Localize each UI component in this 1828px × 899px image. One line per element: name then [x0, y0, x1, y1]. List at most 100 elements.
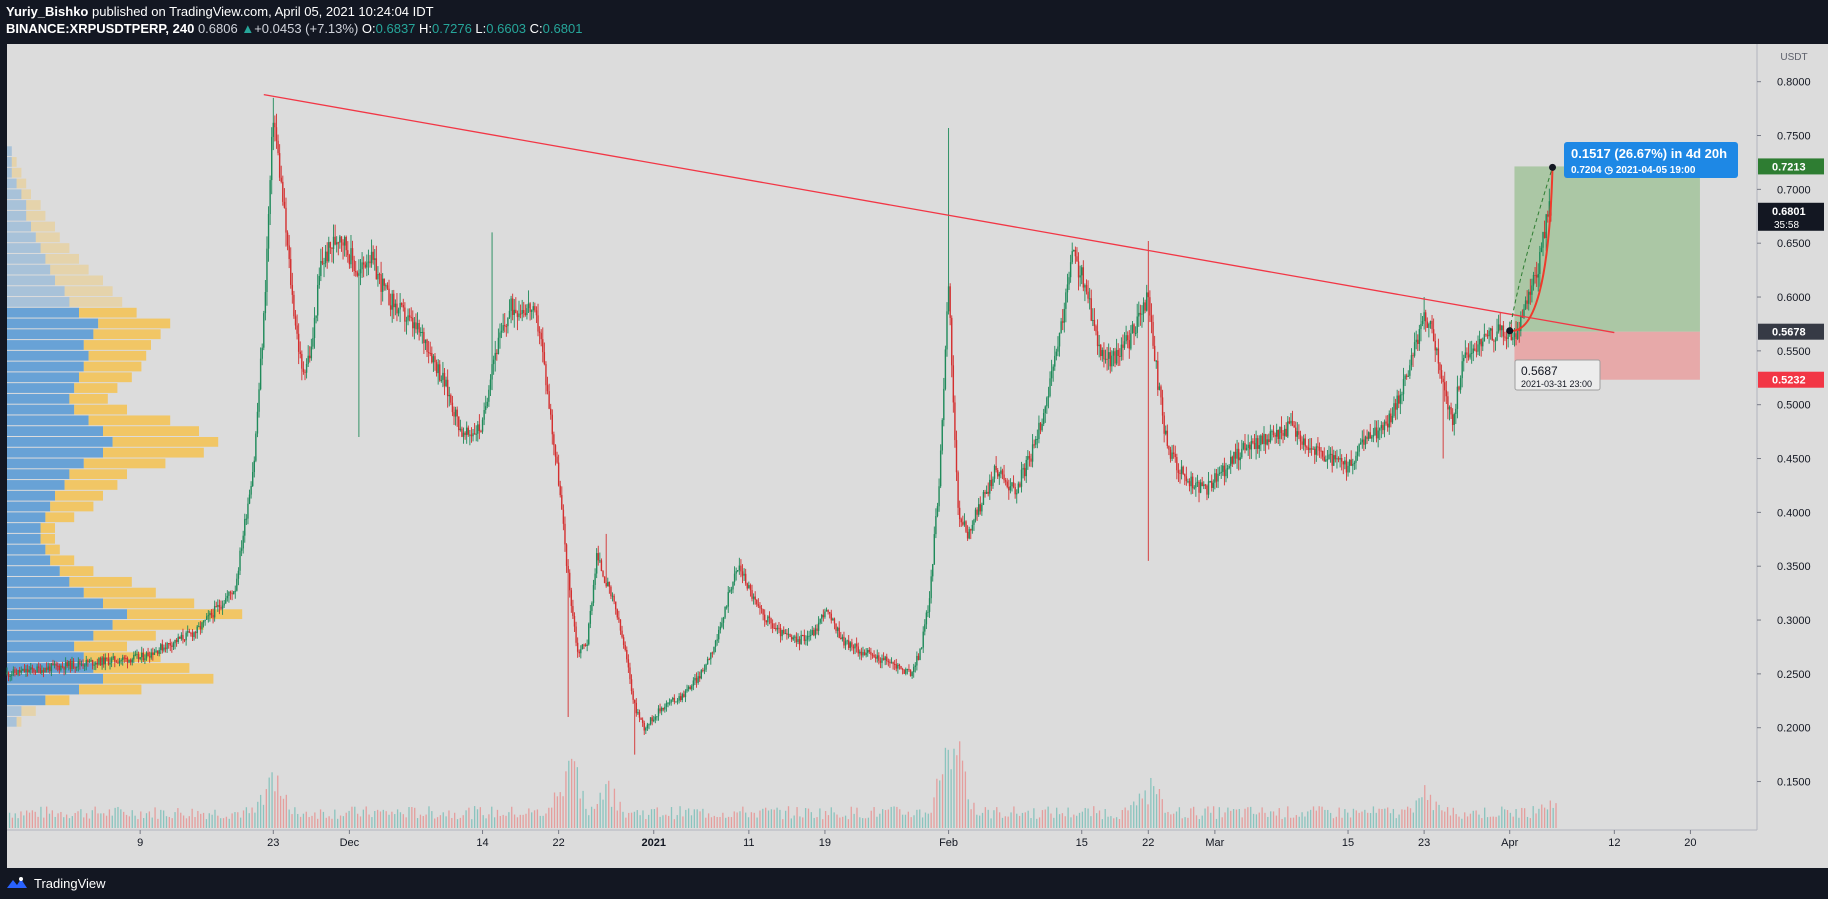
- candle-body: [1339, 457, 1341, 460]
- volume-bar: [20, 811, 22, 828]
- candle-body: [1417, 339, 1419, 344]
- trendline: [263, 93, 1615, 334]
- candle-body: [225, 598, 227, 604]
- candle-body: [95, 662, 97, 665]
- entry-price-tag: 0.5678: [1758, 323, 1824, 340]
- candle-body: [783, 629, 785, 634]
- candle-body: [513, 309, 515, 315]
- candle-body: [50, 663, 53, 672]
- candle-body: [17, 670, 19, 675]
- candle-body: [388, 288, 390, 306]
- candle-body: [1233, 451, 1235, 464]
- candle-body: [74, 667, 76, 669]
- volume-bar: [1532, 806, 1534, 828]
- volume-bar: [40, 806, 42, 828]
- volume-profile-up: [7, 587, 84, 598]
- candle-body: [903, 669, 905, 674]
- candle-body: [377, 274, 379, 280]
- volume-bar: [839, 817, 841, 828]
- volume-bar: [45, 806, 48, 828]
- candle-body: [275, 127, 278, 141]
- candle-body: [828, 612, 831, 614]
- candle-body: [1252, 440, 1254, 443]
- volume-bar: [374, 811, 376, 828]
- candle-body: [104, 657, 106, 665]
- candle-body: [361, 262, 363, 270]
- candle-body: [1532, 275, 1535, 286]
- volume-bar: [1412, 812, 1415, 828]
- volume-profile-up: [7, 329, 94, 340]
- volume-bar: [725, 817, 727, 828]
- volume-bar: [759, 810, 761, 828]
- candle-body: [1513, 333, 1516, 338]
- candle-body: [38, 666, 40, 668]
- chart-area[interactable]: USDT 0.8000 0.7500 0.7000 0.6500 0.6000 0.5500…: [0, 42, 1828, 880]
- volume-bar: [722, 812, 724, 828]
- volume-bar: [927, 813, 929, 828]
- volume-bar: [1064, 816, 1066, 828]
- volume-bar: [491, 806, 493, 828]
- volume-bar: [240, 817, 242, 828]
- candle-body: [1272, 431, 1275, 435]
- volume-bar: [1056, 807, 1058, 828]
- candle-body: [1117, 349, 1119, 356]
- candle-body: [483, 410, 485, 420]
- volume-profile-down: [40, 243, 70, 253]
- candle-body: [271, 136, 273, 181]
- volume-bar: [291, 814, 293, 828]
- volume-bar: [1267, 816, 1269, 828]
- volume-bar: [8, 812, 11, 828]
- volume-bar: [422, 815, 424, 828]
- candle-body: [204, 619, 206, 621]
- target-price-tag-text: 0.7213: [1772, 161, 1806, 173]
- candle-body: [1348, 459, 1351, 466]
- candle-body: [1071, 251, 1073, 263]
- candle-body: [805, 639, 807, 642]
- volume-bar: [588, 815, 590, 828]
- volume-bar: [394, 814, 396, 828]
- candle-body: [1535, 275, 1538, 278]
- candle-body: [47, 666, 49, 670]
- candle-body: [962, 522, 964, 525]
- candle-body: [844, 641, 847, 646]
- plot-background: [7, 44, 1757, 830]
- footer-brand[interactable]: TradingView: [6, 872, 106, 894]
- candle-body: [646, 724, 649, 729]
- candle-body: [459, 428, 462, 431]
- candle-body: [1432, 329, 1435, 341]
- candle-body: [1107, 352, 1110, 359]
- price-chart[interactable]: USDT0.80000.75000.70000.65000.60000.5500…: [0, 42, 1828, 880]
- candle-body: [679, 696, 682, 701]
- candle-body: [714, 640, 717, 647]
- volume-bar: [745, 812, 747, 828]
- volume-bar: [505, 815, 507, 828]
- candle-body: [229, 592, 232, 594]
- candle-body: [283, 201, 286, 208]
- candle-body: [1079, 275, 1081, 278]
- candle-body: [735, 571, 737, 574]
- volume-bar: [610, 806, 613, 828]
- symbol-name[interactable]: BINANCE:XRPUSDTPERP, 240: [6, 21, 195, 36]
- author-name[interactable]: Yuriy_Bishko: [6, 4, 89, 19]
- candle-body: [1279, 426, 1281, 440]
- candle-body: [738, 565, 741, 571]
- volume-profile-down: [93, 630, 156, 641]
- candle-body: [944, 349, 947, 389]
- candle-body: [992, 478, 994, 487]
- candle-body: [413, 322, 416, 329]
- candle-body: [1516, 328, 1519, 340]
- candle-body: [792, 637, 794, 640]
- candle-body: [1329, 453, 1332, 455]
- volume-bar: [1389, 813, 1392, 828]
- candle-body: [1385, 421, 1387, 424]
- candle-body: [1396, 395, 1398, 410]
- candle-body: [1001, 470, 1004, 475]
- candle-body: [296, 325, 298, 334]
- candle-body: [1361, 439, 1363, 443]
- volume-bar: [765, 807, 767, 828]
- candle-body: [1023, 467, 1026, 477]
- volume-bar: [485, 818, 487, 828]
- candle-body: [439, 364, 441, 381]
- candle-body: [418, 323, 420, 333]
- volume-bar: [254, 812, 256, 828]
